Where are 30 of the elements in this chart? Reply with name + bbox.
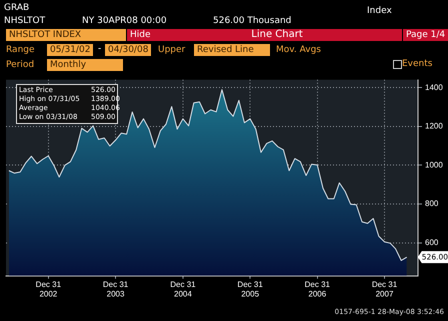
text: Index bbox=[367, 5, 392, 17]
text: Hide bbox=[127, 29, 154, 41]
text: 04/30/08 bbox=[105, 44, 152, 56]
y-tick-label: 1000 bbox=[425, 160, 444, 170]
x-tick-label: Dec 31 2005 bbox=[237, 280, 264, 298]
x-tick-label: Dec 31 2004 bbox=[170, 280, 196, 298]
x-tick-label: Dec 31 2002 bbox=[36, 280, 62, 298]
text: Monthly bbox=[47, 59, 123, 71]
text: NHSLTOT bbox=[4, 15, 46, 27]
text: Events bbox=[402, 58, 432, 70]
y-tick-label: 800 bbox=[425, 199, 439, 208]
text: Range bbox=[6, 44, 35, 56]
text: 526.00 Thousand bbox=[213, 15, 292, 27]
text: Period bbox=[6, 59, 34, 71]
chart-title: Line Chart bbox=[152, 29, 402, 41]
text: NHSLTOT INDEX bbox=[6, 29, 126, 41]
text: Mov. Avgs bbox=[276, 44, 321, 56]
text: Upper bbox=[158, 44, 186, 56]
text: - bbox=[98, 43, 102, 55]
x-tick-label: Dec 31 2006 bbox=[304, 280, 331, 298]
x-tick-label: Dec 31 2007 bbox=[372, 280, 398, 298]
y-tick-label: 1200 bbox=[425, 122, 444, 131]
y-tick-label: 1400 bbox=[425, 82, 444, 92]
x-tick-label: Dec 31 2003 bbox=[102, 280, 129, 298]
text: GRAB bbox=[4, 2, 30, 14]
y-tick-label: 600 bbox=[425, 238, 439, 248]
text: Revised Line bbox=[194, 44, 270, 56]
text: Page 1/4 bbox=[403, 29, 448, 41]
text: NY 30APR08 00:00 bbox=[82, 15, 167, 27]
text: 05/31/02 bbox=[47, 44, 94, 56]
